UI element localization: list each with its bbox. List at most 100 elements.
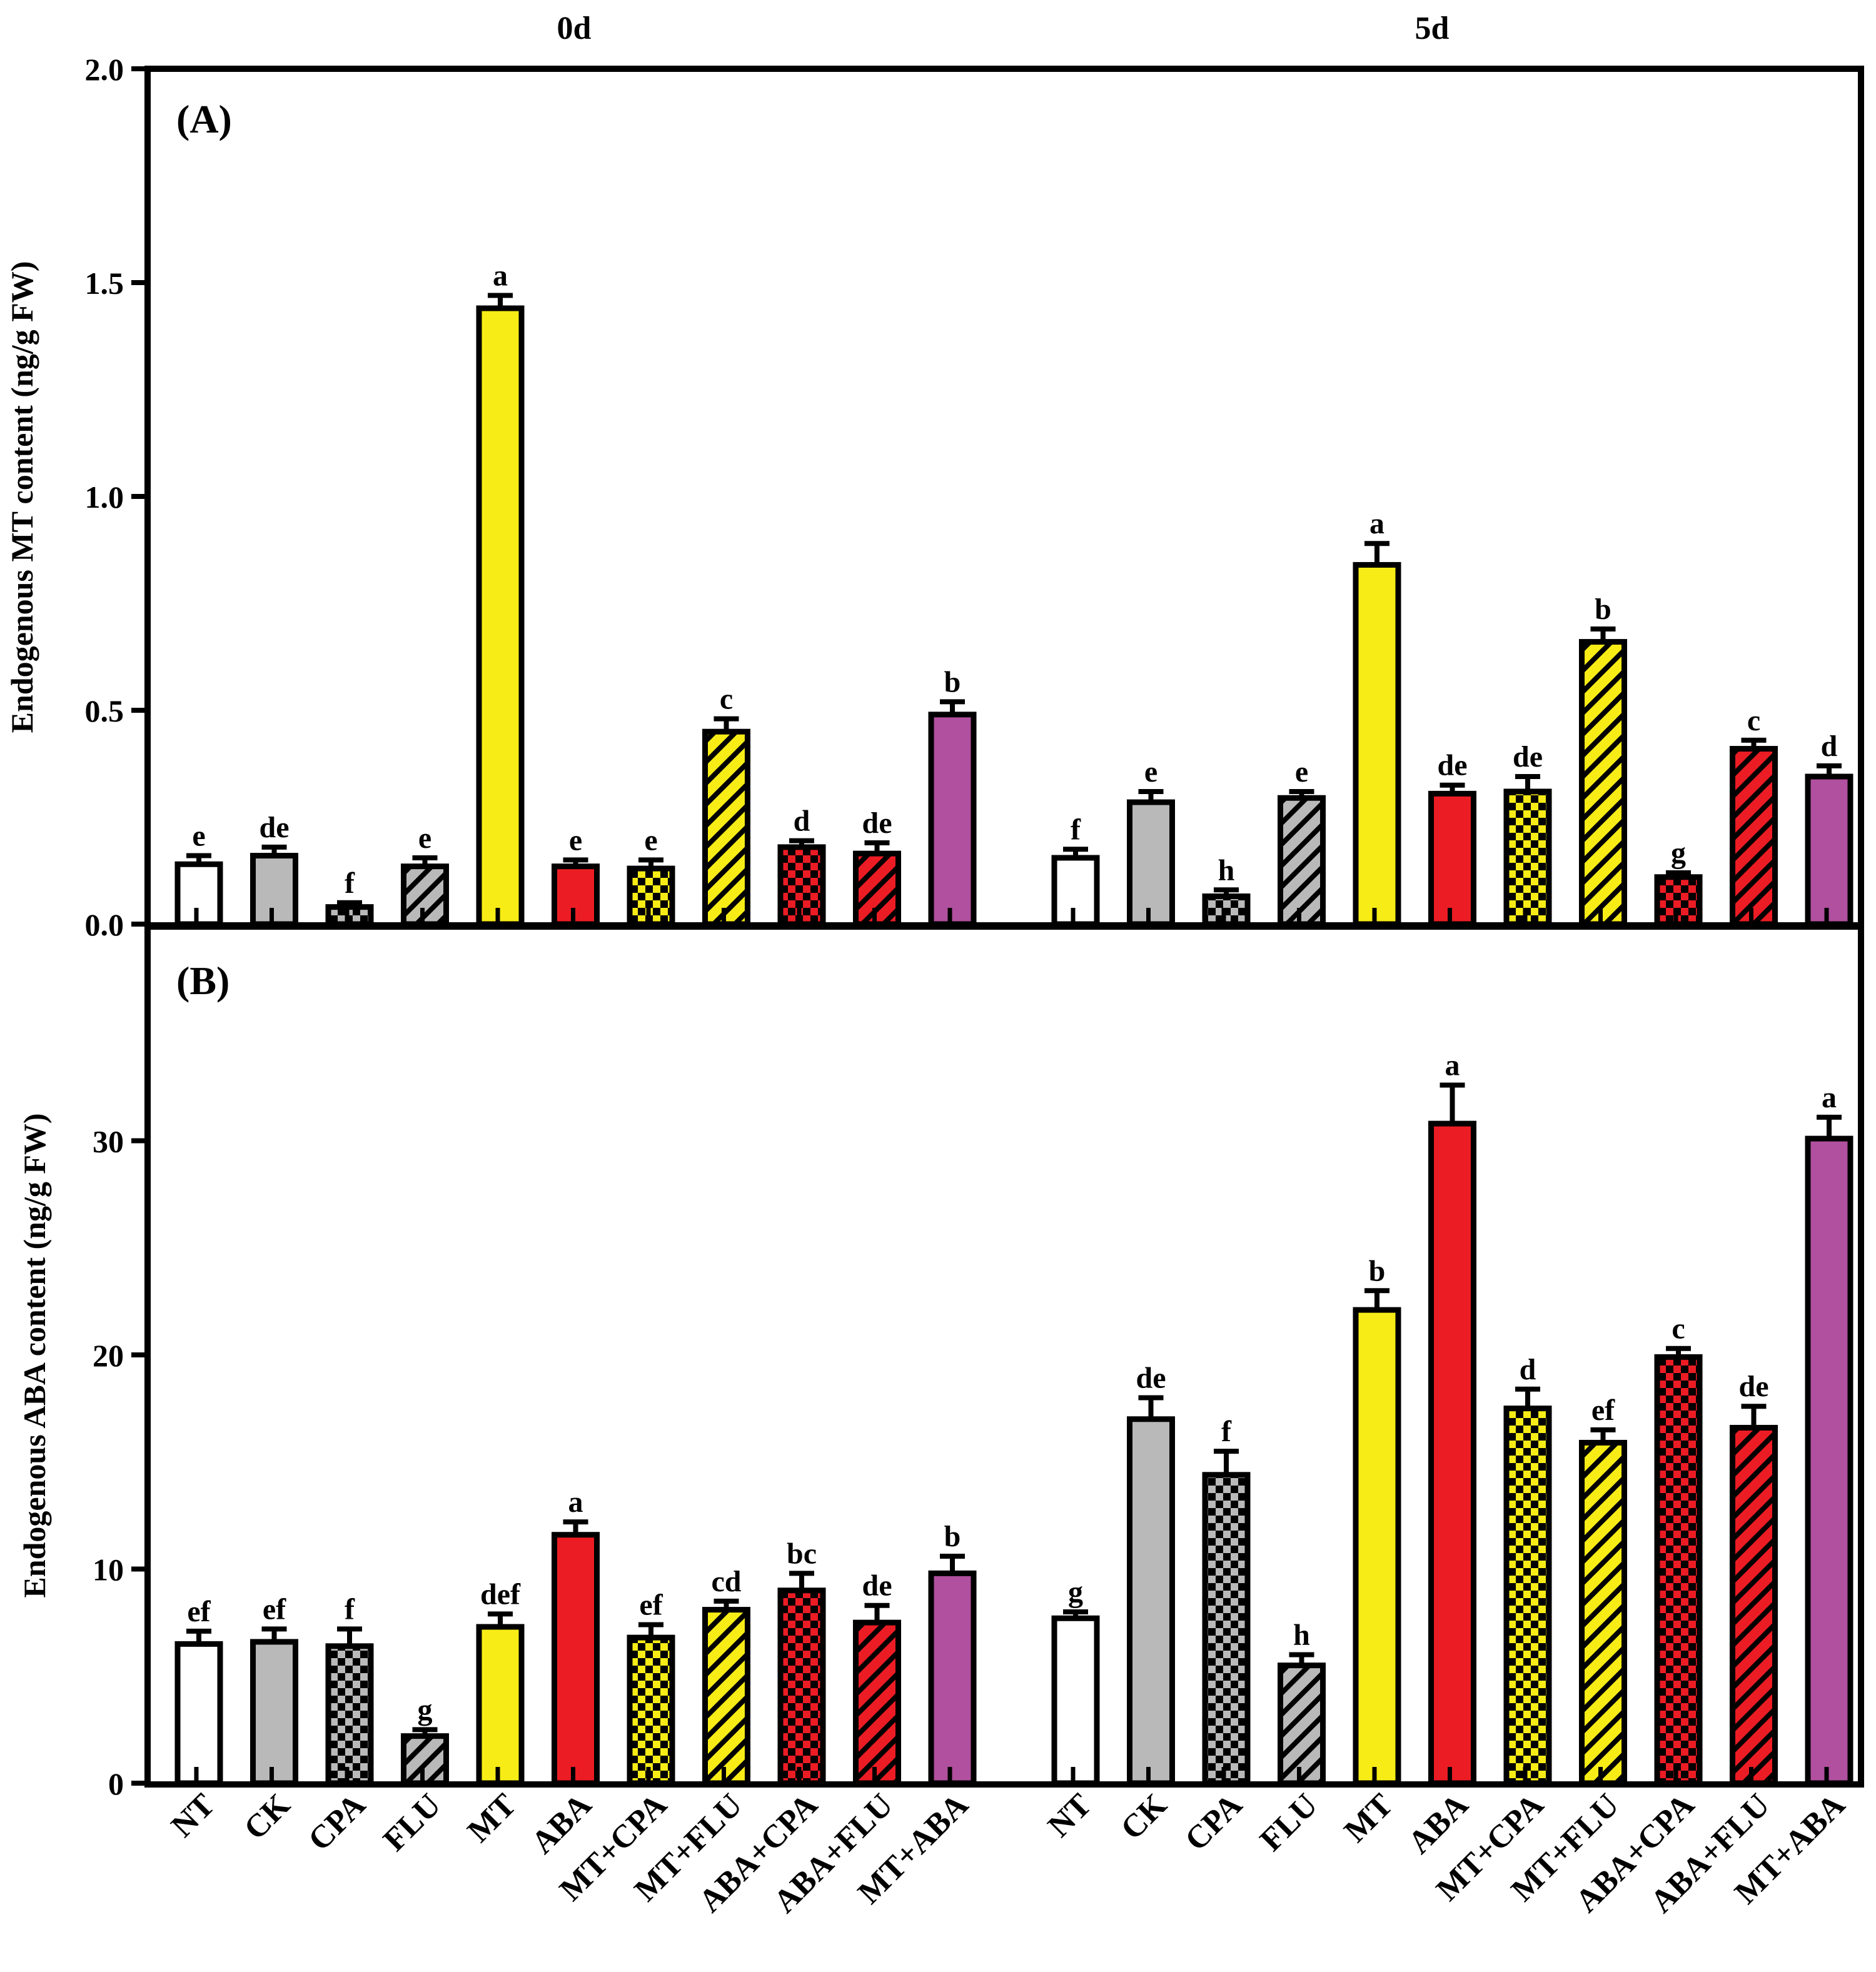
panel-a-5d-aba-plus-cpa-bar [1654,874,1703,927]
panel-a-0d-mt-plus-flu-bar [702,728,750,927]
x-label-0d-flu: FLU [376,1787,448,1858]
x-axis-labels: NT CK CPA FLU MT ABAMT+CPAMT+FLUABA+CPAABA+FL… [164,1787,1852,1920]
panel-b-5d-aba-plus-cpa-bar [1654,1354,1703,1786]
panel-b-0d-cpa-significance-letter: f [345,1592,355,1626]
panel-b-5d-nt-bar [1051,1615,1100,1786]
panel-a-0d-nt-significance-letter: e [192,820,205,853]
panel-b-0d-flu-significance-letter: g [418,1693,433,1726]
panel-b-0d-mt-plus-aba-significance-letter: b [944,1520,961,1553]
panel-b-5d-mt-bar [1353,1307,1401,1786]
panel-b-0d-aba-plus-cpa-bar [777,1587,826,1786]
x-label-0d-cpa: CPA [301,1787,372,1858]
panel-b-0d-mt-plus-flu-significance-letter: cd [712,1565,742,1598]
panel-a-0d-aba-bar [552,863,600,927]
panel-b-5d-aba-plus-flu-bar [1730,1424,1778,1786]
panel-a-0d-flu-significance-letter: e [418,822,431,855]
panel-a-5d-flu-bar [1278,795,1326,927]
panel-a-5d-mt-plus-aba-bar [1805,773,1853,927]
panel-a-0d-mt-plus-flu-significance-letter: c [720,683,733,716]
panel-a-5d-aba-significance-letter: de [1438,749,1468,782]
panel-b-0d-aba-plus-flu-bar [853,1619,901,1786]
panel-b-5d-mt-plus-flu-significance-letter: ef [1591,1394,1615,1427]
panel-b-5d-cpa-bar [1202,1472,1251,1786]
panel-a-5d-mt-plus-flu-significance-letter: b [1595,593,1611,626]
panel-a-0d-aba-significance-letter: e [569,823,582,857]
panel-a-5d-nt-significance-letter: f [1071,813,1081,846]
panel-b-0d-mt-plus-flu-bar [702,1607,750,1786]
panel-b-5d-aba-significance-letter: a [1445,1049,1460,1082]
x-label-0d-nt: NT [164,1787,221,1844]
panel-a-0d-mt-plus-aba-significance-letter: b [944,665,961,698]
panel-b-5d-mt-plus-aba-bar [1805,1135,1853,1786]
group-label-5d: 5d [1415,11,1450,46]
panel-a-0d-mt-significance-letter: a [493,259,508,293]
panel-a-5d-ck-bar [1127,799,1175,927]
panel-a-0d-nt-bar [174,861,223,927]
panel-b-0d-aba-significance-letter: a [568,1486,583,1519]
panel-a-5d-mt-plus-aba-significance-letter: d [1821,730,1838,763]
panel-b-5d-mt-significance-letter: b [1369,1254,1386,1287]
panel-b-5d-flu-significance-letter: h [1293,1619,1310,1652]
panel-b-0d-mt-plus-cpa-significance-letter: ef [639,1589,663,1622]
panel-a-0d-flu-bar [401,863,449,927]
panel-b-0d-ck-significance-letter: ef [263,1592,286,1626]
panel-b-0d-aba-plus-cpa-significance-letter: bc [787,1537,817,1570]
panel-a-0d-ck-bar [250,853,298,927]
panel-a-0d-aba-plus-flu-bar [853,850,901,927]
panel-b-ytick-label: 10 [93,1552,124,1587]
panel-a-5d-mt-plus-flu-bar [1579,639,1627,927]
panel-a-5d-ck-significance-letter: e [1144,755,1157,788]
panel-a-5d-mt-significance-letter: a [1369,507,1384,540]
panel-a-5d-cpa-significance-letter: h [1218,853,1235,887]
panel-b-yaxis: 0 10 20 30 [93,1124,148,1801]
panel-a-0d-mt-plus-cpa-significance-letter: e [644,823,657,857]
panel-a-ytick-label: 1.0 [85,480,124,515]
panel-b-0d-cpa-bar [325,1643,374,1786]
panel-a-5d-mt-plus-cpa-bar [1503,788,1552,927]
panel-b-0d-mt-plus-aba-bar [928,1570,977,1786]
panel-a-ytick-label: 0.5 [85,693,124,728]
x-label-5d-cpa: CPA [1178,1787,1249,1858]
panel-b-5d-mt-plus-cpa-significance-letter: d [1520,1353,1536,1386]
x-label-0d-mt: MT [461,1787,523,1849]
panel-b-0d-nt-bar [174,1641,223,1786]
panel-b-ytick-label: 20 [93,1338,124,1373]
panel-b-5d-cpa-significance-letter: f [1221,1415,1232,1448]
panel-a-5d-aba-plus-cpa-significance-letter: g [1671,837,1686,870]
panel-b-5d-mt-plus-flu-bar [1579,1439,1627,1786]
panel-a-5d-nt-bar [1051,855,1100,927]
panel-b-5d-nt-significance-letter: g [1068,1576,1083,1609]
panel-a-0d-cpa-significance-letter: f [345,867,355,900]
panel-a: (A) Endogenous MT content (ng/g FW) 0.00… [4,52,1864,942]
x-label-5d-nt: NT [1041,1787,1098,1844]
panel-a-5d-mt-bar [1353,561,1401,927]
panel-a-ytick-label: 0.0 [85,907,124,942]
panel-b-0d-ck-bar [250,1639,298,1786]
panel-b-0d-mt-plus-cpa-bar [627,1634,675,1786]
x-label-5d-flu: FLU [1253,1787,1324,1858]
panel-b-0d-flu-bar [401,1733,449,1786]
panel-a-ytick-label: 1.5 [85,266,124,301]
panel-a-5d-aba-plus-flu-significance-letter: c [1747,704,1760,737]
panel-b-label: (B) [176,958,229,1003]
panel-a-5d-flu-significance-letter: e [1295,755,1308,788]
x-label-5d-mt: MT [1338,1787,1400,1849]
panel-b-5d-flu-bar [1278,1663,1326,1786]
panel-b-0d-aba-plus-flu-significance-letter: de [862,1569,892,1602]
x-label-0d-ck: CK [238,1787,298,1847]
panel-a-yaxis: 0.0 0.5 1.0 1.5 2.0 [85,52,148,942]
panel-a-0d-ck-significance-letter: de [260,811,290,844]
group-label-0d: 0d [557,11,592,46]
panel-a-5d-aba-bar [1428,790,1476,927]
panel-b-0d-nt-significance-letter: ef [187,1595,211,1628]
panel-a-0d-mt-plus-cpa-bar [627,865,675,927]
panel-b-5d-aba-bar [1428,1120,1476,1786]
panel-b-5d-ck-significance-letter: de [1136,1362,1166,1395]
panel-b-5d-mt-plus-aba-significance-letter: a [1822,1081,1837,1114]
panel-b-5d-aba-plus-flu-significance-letter: de [1739,1370,1769,1403]
panel-a-0d-mt-plus-aba-bar [928,712,977,927]
panel-a-0d-aba-plus-cpa-significance-letter: d [794,805,810,838]
panel-b-ytick-label: 0 [108,1766,124,1801]
panel-a-label: (A) [176,97,232,141]
